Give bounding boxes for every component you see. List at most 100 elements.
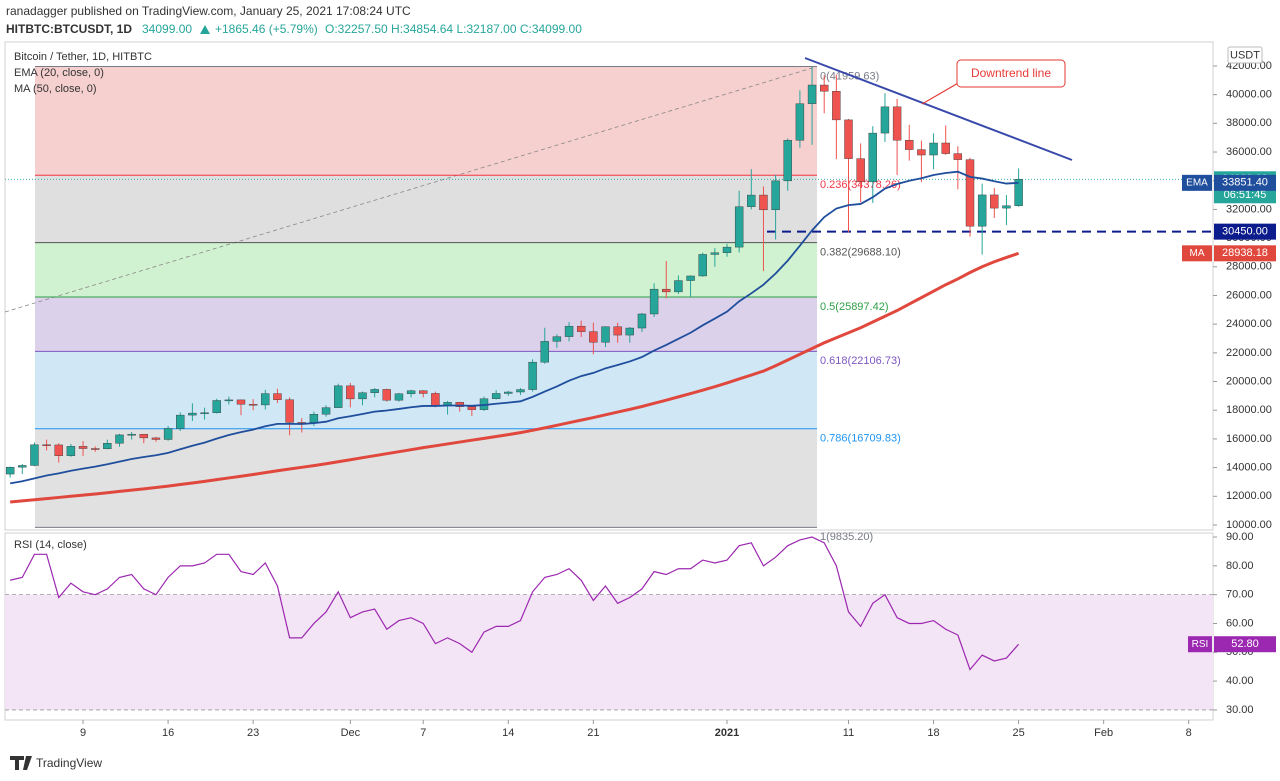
indicator-line: [10, 251, 1020, 504]
candle-body: [1014, 179, 1023, 206]
downtrend-line: [804, 57, 1073, 161]
candle-body: [467, 406, 477, 410]
y-tick-label: 28000.00: [1226, 261, 1272, 273]
indicator-tag-box: [1214, 174, 1276, 191]
y-tick-label: 24000.00: [1226, 318, 1272, 330]
candle-body: [516, 389, 525, 393]
candle-body: [613, 326, 622, 336]
y-tick-label: 36000.00: [1226, 146, 1272, 158]
candle-body: [589, 331, 598, 343]
candle-body: [820, 84, 829, 92]
candle-body: [176, 414, 185, 429]
fib-band: [35, 175, 817, 243]
x-tick-label: 21: [587, 727, 599, 739]
x-tick-label: 2021: [715, 727, 739, 739]
candle-body: [844, 119, 853, 159]
candle-body: [649, 288, 659, 315]
candle-body: [30, 444, 39, 466]
candle-body: [552, 336, 562, 342]
brand: TradingView: [36, 756, 102, 770]
candle-body: [795, 103, 805, 141]
fib-level-label: 0.5(25897.42): [820, 301, 889, 313]
x-tick-label: 18: [927, 727, 939, 739]
candle-body: [941, 142, 950, 154]
symbol: HITBTC:BTCUSDT, 1D: [6, 22, 132, 36]
annotation-text: Downtrend line: [971, 66, 1051, 80]
x-tick-label: 14: [502, 727, 514, 739]
candle-body: [977, 194, 987, 227]
indicator-tag: 33851.40: [1222, 177, 1268, 189]
chart-title: Bitcoin / Tether, 1D, HITBTC: [14, 51, 152, 63]
candle-body: [965, 159, 975, 227]
support-tag-box: [1214, 223, 1276, 240]
y-tick-label: 20000.00: [1226, 375, 1272, 387]
fib-level-label: 0.382(29688.10): [820, 246, 901, 258]
price-pane: [4, 41, 1214, 531]
indicator-line: [9, 170, 1019, 485]
candle-body: [151, 437, 161, 440]
y-tick-label: 14000.00: [1226, 462, 1272, 474]
candle-body: [686, 275, 695, 281]
y-tick-label: 22000.00: [1226, 347, 1272, 359]
candle-body: [832, 91, 841, 121]
candle-body: [698, 254, 707, 277]
y-tick-label: 10000.00: [1226, 519, 1272, 531]
support-tag: 30450.00: [1222, 226, 1268, 238]
candle-body: [856, 158, 865, 183]
fib-band: [35, 428, 817, 528]
candle-body: [394, 393, 404, 401]
x-tick-label: 7: [420, 727, 426, 739]
x-tick-label: 9: [80, 727, 86, 739]
y-tick-label: 12000.00: [1226, 490, 1272, 502]
candle-body: [248, 403, 258, 406]
y-tick-label: 60.00: [1226, 617, 1254, 629]
candle-body: [419, 390, 428, 394]
candle-body: [115, 434, 124, 444]
candle-body: [90, 448, 100, 450]
candle-body: [564, 325, 574, 337]
x-tick-label: 11: [843, 727, 854, 739]
fib-level-label: 0.618(22106.73): [820, 355, 901, 367]
candle-body: [321, 407, 331, 415]
candle-body: [662, 288, 671, 293]
candle-body: [577, 325, 586, 332]
candle-body: [917, 149, 926, 156]
candle-body: [540, 341, 549, 363]
publisher-line: ranadagger published on TradingView.com,…: [6, 4, 411, 18]
candle-body: [747, 194, 756, 207]
candle-body: [127, 433, 136, 436]
candle-body: [431, 393, 440, 406]
y-tick-label: 16000.00: [1226, 433, 1272, 445]
candle-body: [929, 142, 938, 156]
candle-body: [103, 443, 112, 450]
up-arrow-icon: [200, 25, 210, 34]
candle-body: [370, 389, 379, 393]
candle-body: [953, 153, 963, 160]
annotation-pointer: [921, 81, 961, 105]
candle-body: [163, 428, 173, 440]
candle-body: [273, 393, 282, 400]
rsi-tag-name-box: [1188, 636, 1212, 653]
candle-body: [188, 412, 197, 416]
last-price: 34099.00: [142, 22, 192, 36]
candle-body: [710, 252, 720, 255]
ohlc: O:32257.50 H:34854.64 L:32187.00 C:34099…: [325, 22, 582, 36]
candle-body: [54, 444, 63, 456]
y-tick-label: 30.00: [1226, 704, 1254, 716]
candle-body: [504, 391, 513, 394]
y-tick-label: 70.00: [1226, 589, 1254, 601]
candle-body: [212, 400, 221, 414]
y-tick-label: 80.00: [1226, 560, 1254, 572]
y-tick-label: 32000.00: [1226, 203, 1272, 215]
candle-body: [807, 84, 817, 104]
candle-body: [637, 313, 647, 329]
candle-body: [722, 246, 732, 253]
brand-logo: [10, 756, 32, 770]
candle-body: [42, 444, 51, 446]
candle-body: [334, 385, 343, 408]
candle-body: [66, 446, 76, 456]
fib-band: [35, 296, 817, 352]
fib-level-label: 0.786(16709.83): [820, 433, 901, 445]
candle-body: [880, 106, 890, 134]
